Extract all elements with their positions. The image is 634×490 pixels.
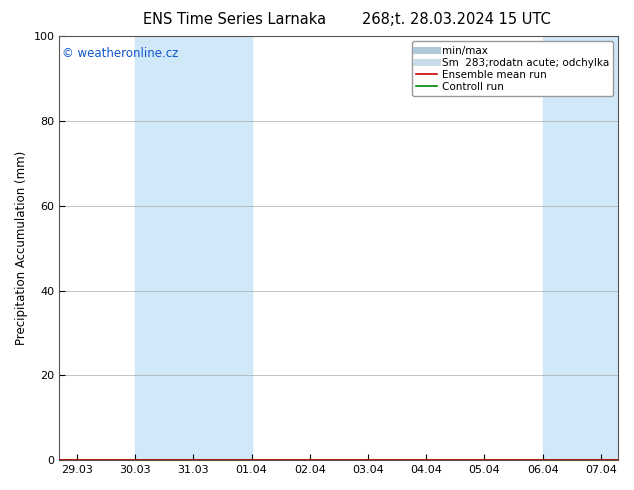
Bar — [543, 36, 601, 460]
Text: © weatheronline.cz: © weatheronline.cz — [62, 47, 179, 60]
Legend: min/max, Sm  283;rodatn acute; odchylka, Ensemble mean run, Controll run: min/max, Sm 283;rodatn acute; odchylka, … — [411, 41, 613, 96]
Text: 268;t. 28.03.2024 15 UTC: 268;t. 28.03.2024 15 UTC — [362, 12, 551, 27]
Y-axis label: Precipitation Accumulation (mm): Precipitation Accumulation (mm) — [15, 151, 28, 345]
Bar — [135, 36, 252, 460]
Bar — [601, 36, 618, 460]
Text: ENS Time Series Larnaka: ENS Time Series Larnaka — [143, 12, 326, 27]
